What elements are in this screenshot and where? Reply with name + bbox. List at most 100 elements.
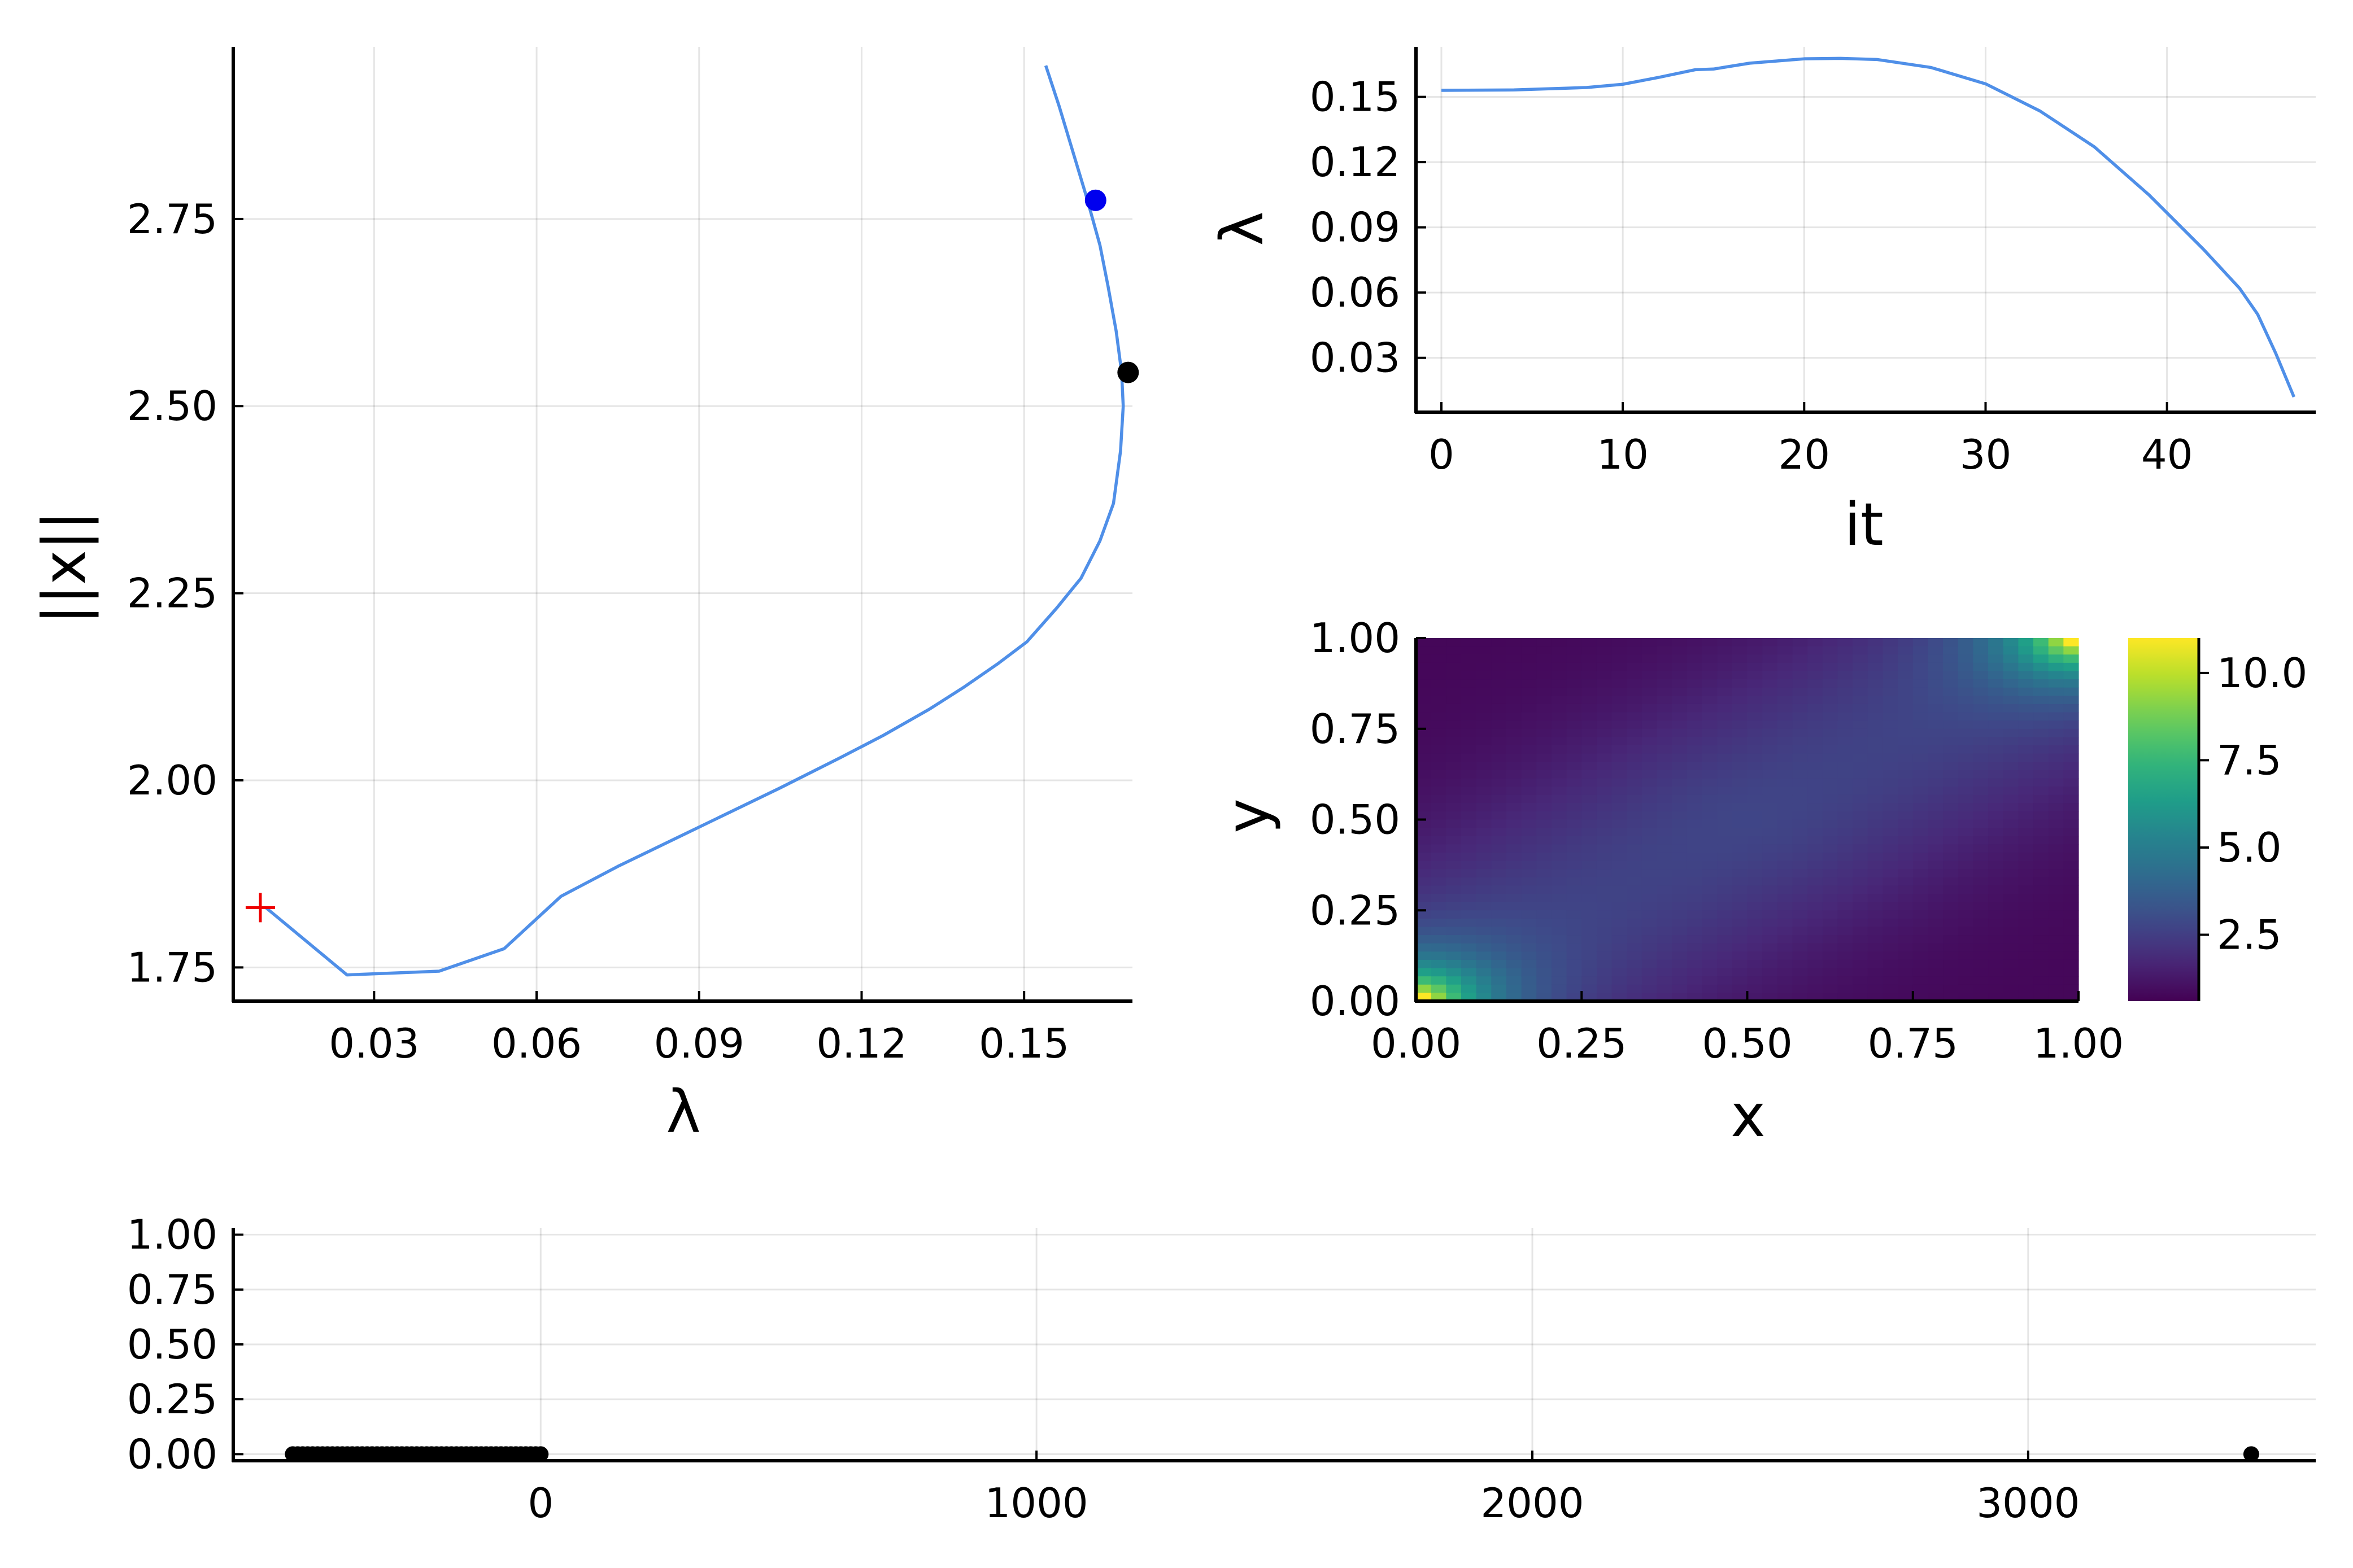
heatmap-cell — [1883, 993, 1898, 1002]
heatmap-cell — [1581, 753, 1597, 762]
heatmap-cell — [1702, 828, 1718, 837]
heatmap-cell — [1657, 794, 1672, 803]
heatmap-cell — [1717, 787, 1733, 796]
heatmap-cell — [2048, 687, 2064, 696]
heatmap-cell — [1883, 902, 1898, 911]
heatmap-cell — [1702, 951, 1718, 960]
heatmap-cell — [1702, 679, 1718, 688]
heatmap-cell — [1536, 794, 1552, 803]
heatmap-cell — [1687, 902, 1703, 911]
heatmap-cell — [1461, 646, 1477, 655]
heatmap-cell — [2018, 885, 2034, 894]
heatmap-cell — [2033, 720, 2049, 730]
heatmap-cell — [1446, 654, 1462, 663]
heatmap-cell — [1912, 646, 1929, 655]
heatmap-cell — [2003, 819, 2019, 828]
heatmap-cell — [1777, 951, 1793, 960]
heatmap-cell — [1807, 819, 1823, 828]
heatmap-cell — [1958, 687, 1973, 696]
heatmap-cell — [1657, 951, 1672, 960]
heatmap-cell — [1912, 787, 1929, 796]
heatmap-cell — [1611, 869, 1627, 878]
heatmap-cell — [1898, 654, 1914, 663]
heatmap-cell — [1822, 869, 1838, 878]
heatmap-cell — [1928, 984, 1944, 993]
heatmap-cell — [1747, 662, 1763, 672]
heatmap-cell — [1687, 959, 1703, 969]
heatmap-cell — [1461, 671, 1477, 680]
heatmap-cell — [1521, 959, 1537, 969]
heatmap-cell — [2048, 844, 2064, 853]
heatmap-cell — [1431, 819, 1446, 828]
heatmap-cell — [1687, 993, 1703, 1002]
heatmap-cell — [1506, 836, 1522, 845]
heatmap-cell — [1581, 662, 1597, 672]
heatmap-cell — [1777, 704, 1793, 713]
heatmap-cell — [1581, 787, 1597, 796]
heatmap-cell — [1641, 662, 1658, 672]
heatmap-cell — [1777, 654, 1793, 663]
heatmap-cell — [1958, 728, 1973, 737]
heatmap-cell — [1581, 704, 1597, 713]
heatmap-cell — [1461, 910, 1477, 919]
heatmap-cell — [1461, 737, 1477, 746]
heatmap-cell — [2063, 968, 2079, 977]
heatmap-cell — [1792, 696, 1808, 705]
heatmap-cell — [1883, 951, 1898, 960]
heatmap-cell — [1958, 662, 1973, 672]
heatmap-cell — [1822, 811, 1838, 820]
heatmap-cell — [2018, 951, 2034, 960]
heatmap-cell — [2033, 976, 2049, 985]
heatmap-cell — [1807, 745, 1823, 754]
heatmap-cell — [1536, 712, 1552, 721]
heatmap-cell — [1627, 720, 1642, 730]
heatmap-cell — [1717, 959, 1733, 969]
heatmap-cell — [1416, 968, 1432, 977]
x-tick-label: 0.50 — [1702, 1020, 1792, 1067]
heatmap-cell — [1792, 819, 1808, 828]
heatmap-cell — [1867, 762, 1884, 771]
heatmap-cell — [2003, 720, 2019, 730]
heatmap-cell — [1581, 910, 1597, 919]
heatmap-cell — [1867, 696, 1884, 705]
heatmap-cell — [1611, 753, 1627, 762]
heatmap-cell — [1416, 976, 1432, 985]
heatmap-cell — [1943, 836, 1959, 845]
heatmap-cell — [1461, 679, 1477, 688]
heatmap-cell — [1717, 993, 1733, 1002]
heatmap-cell — [1491, 877, 1507, 886]
heatmap-cell — [1551, 794, 1567, 803]
heatmap-cell — [1687, 910, 1703, 919]
heatmap-cell — [1898, 737, 1914, 746]
heatmap-cell — [1958, 861, 1973, 870]
heatmap-cell — [1506, 803, 1522, 812]
heatmap-cell — [1792, 770, 1808, 779]
heatmap-cell — [1717, 951, 1733, 960]
heatmap-cell — [1702, 877, 1718, 886]
heatmap-cell — [2048, 902, 2064, 911]
y-tick-label: 1.00 — [1310, 614, 1400, 662]
heatmap-cell — [2018, 869, 2034, 878]
heatmap-cell — [2003, 836, 2019, 845]
heatmap-cell — [1627, 935, 1642, 944]
heatmap-cell — [1777, 819, 1793, 828]
heatmap-cell — [1566, 720, 1582, 730]
heatmap-cell — [2018, 910, 2034, 919]
heatmap-cell — [1431, 728, 1446, 737]
heatmap-cell — [1822, 993, 1838, 1002]
heatmap-cell — [1912, 959, 1929, 969]
x-tick-label: 0.12 — [816, 1020, 907, 1067]
heatmap-cell — [1641, 984, 1658, 993]
heatmap-cell — [1521, 662, 1537, 672]
heatmap-cell — [1641, 794, 1658, 803]
heatmap-cell — [1762, 951, 1778, 960]
heatmap-cell — [2018, 968, 2034, 977]
heatmap-cell — [1446, 968, 1462, 977]
heatmap-cell — [1672, 828, 1688, 837]
heatmap-cell — [1792, 894, 1808, 903]
heatmap-cell — [1687, 671, 1703, 680]
heatmap-cell — [1521, 852, 1537, 862]
heatmap-cell — [1596, 638, 1613, 647]
heatmap-cell — [1762, 654, 1778, 663]
heatmap-cell — [1807, 762, 1823, 771]
